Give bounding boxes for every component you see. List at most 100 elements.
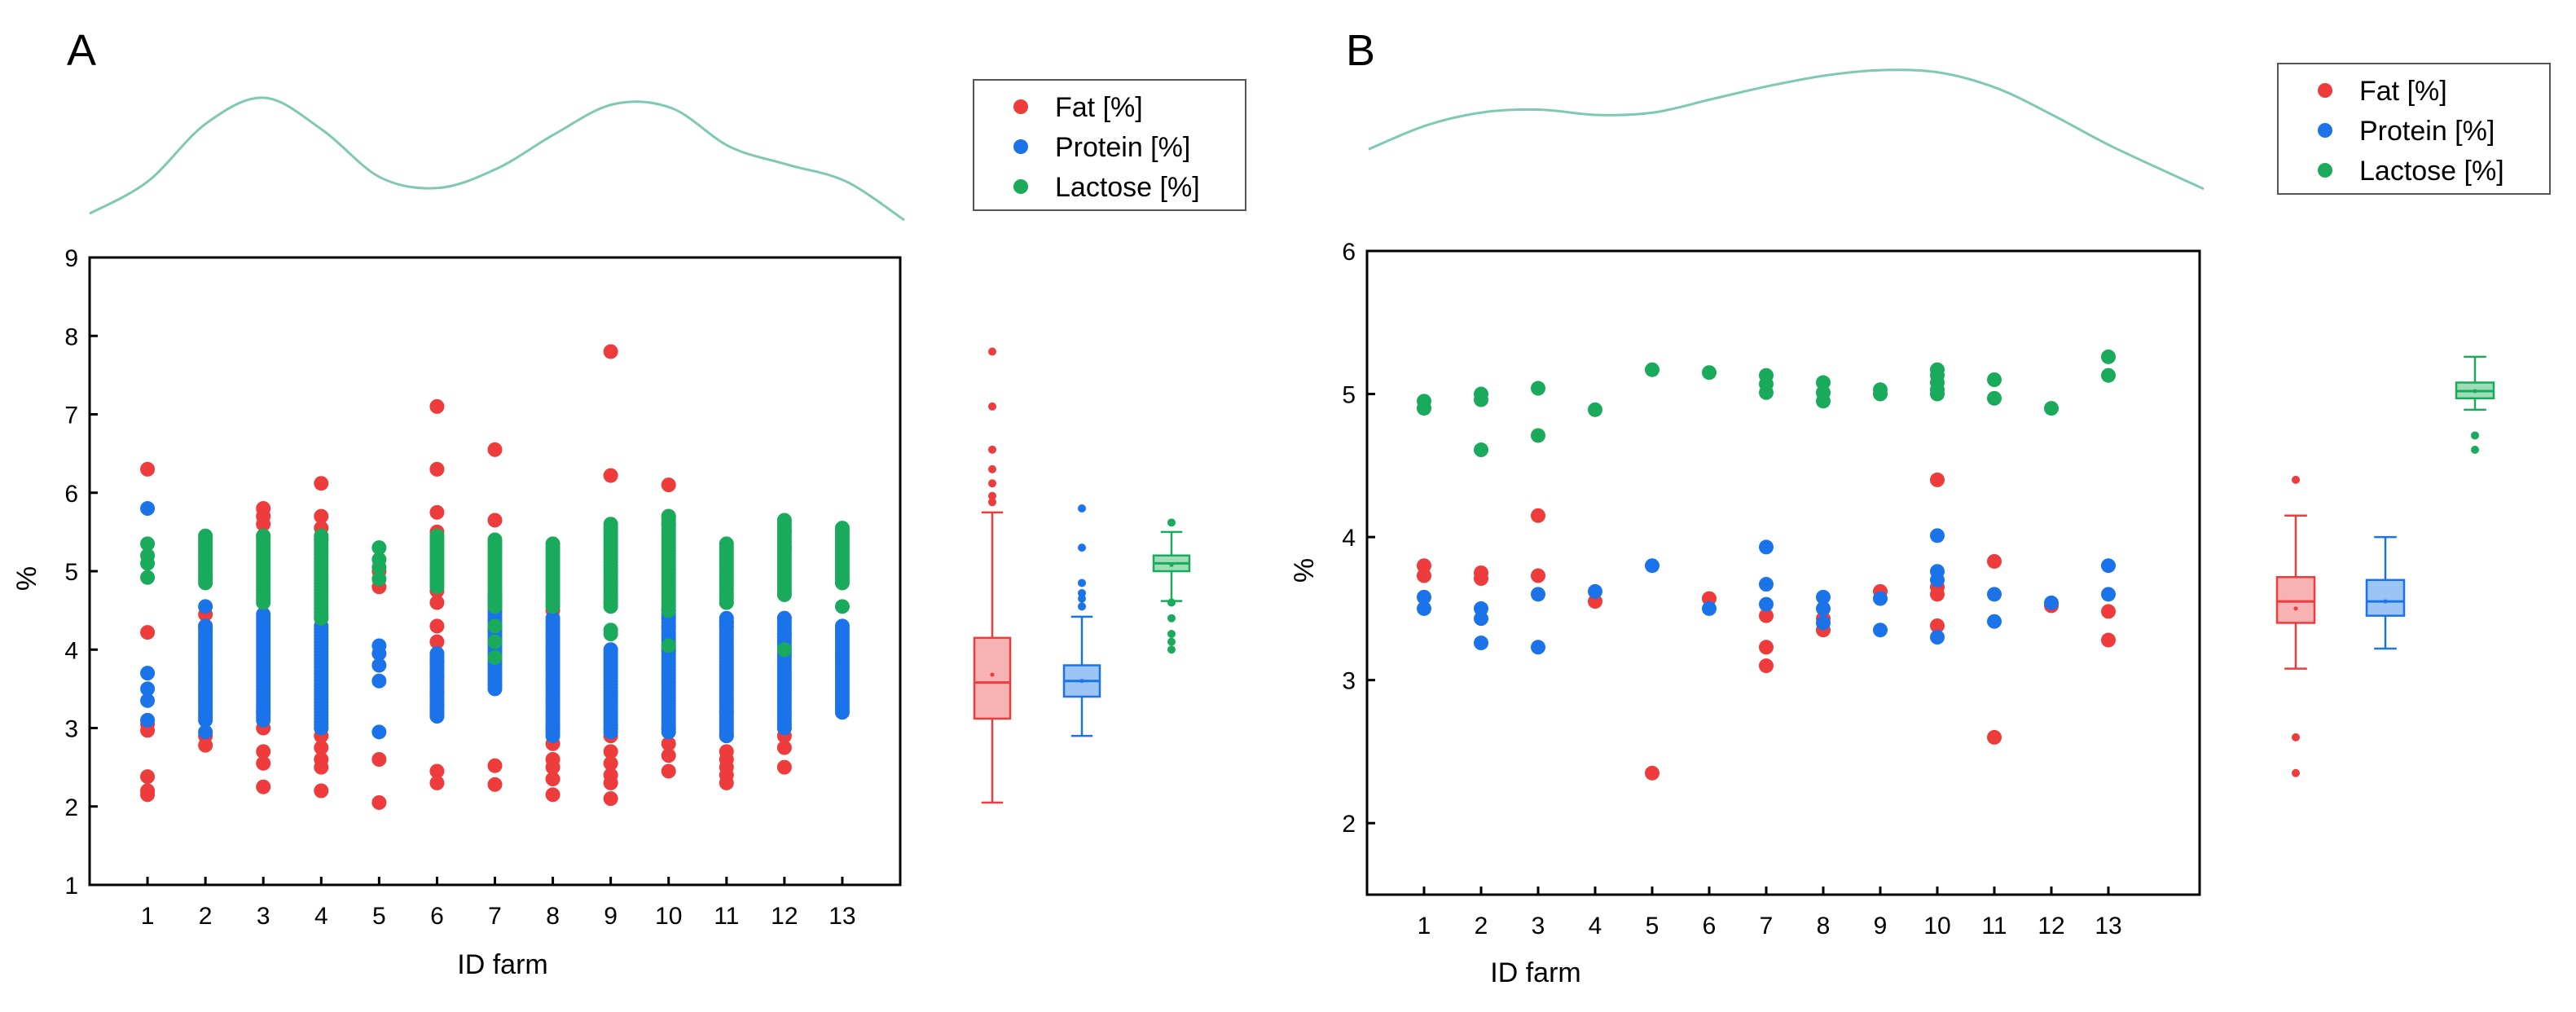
data-point-fat <box>314 476 329 491</box>
data-point-protein <box>1873 623 1888 638</box>
data-point-fat <box>776 740 792 755</box>
boxplot-lactose-mean <box>1169 562 1174 567</box>
data-point-fat <box>603 775 618 790</box>
data-point-protein <box>371 646 387 662</box>
data-point-fat <box>603 344 618 359</box>
data-point-protein <box>1987 614 2002 629</box>
x-tick-label: 8 <box>546 903 560 930</box>
data-point-fat <box>1930 587 1945 602</box>
data-point-lactose <box>487 618 503 634</box>
boxplot-protein-outlier <box>1078 588 1086 597</box>
x-tick-label: 11 <box>1981 913 2007 939</box>
data-point-protein <box>1987 587 2002 602</box>
data-point-fat <box>314 783 329 799</box>
y-tick-label: 6 <box>64 481 78 508</box>
data-point-fat <box>429 618 445 634</box>
data-point-protein <box>2101 587 2116 602</box>
data-point-lactose <box>140 570 156 585</box>
data-point-lactose <box>429 528 445 543</box>
y-axis-a: 1 2 3 4 5 6 7 8 9 <box>64 245 98 900</box>
x-tick-label: 13 <box>2095 913 2121 939</box>
legend-label-fat-b: Fat [%] <box>2359 76 2447 107</box>
boxplot-lactose-outlier <box>1167 598 1176 607</box>
x-tick-label: 7 <box>488 903 502 930</box>
legend-a: Fat [%] Protein [%] Lactose [%] <box>973 79 1246 211</box>
x-tick-label: 6 <box>1703 913 1717 939</box>
x-tick-label: 7 <box>1760 913 1774 939</box>
boxplot-fat-mean <box>990 672 995 677</box>
data-point-lactose <box>371 540 387 556</box>
data-point-fat <box>1987 553 2002 569</box>
data-point-lactose <box>1531 428 1545 443</box>
data-point-lactose <box>719 595 734 610</box>
y-tick-label: 7 <box>64 403 78 429</box>
data-point-fat <box>487 442 503 457</box>
boxplot-protein-outlier <box>1078 602 1086 611</box>
x-tick-label: 9 <box>604 903 618 930</box>
data-point-protein <box>603 642 618 658</box>
data-point-protein <box>1474 636 1488 651</box>
data-point-lactose <box>545 536 560 552</box>
data-point-lactose <box>256 528 271 543</box>
data-point-fat <box>314 508 329 524</box>
data-point-fat <box>256 755 271 771</box>
data-point-lactose <box>834 521 850 536</box>
data-point-protein <box>429 697 445 712</box>
legend-swatch-protein <box>1013 139 1028 154</box>
legend-swatch-lactose <box>1013 179 1028 194</box>
x-tick-label: 9 <box>1874 913 1888 939</box>
data-point-lactose <box>198 528 213 543</box>
data-point-lactose <box>1987 390 2002 406</box>
data-point-fat <box>140 625 156 640</box>
data-point-lactose <box>371 571 387 587</box>
boxplot-fat-outlier <box>988 479 996 488</box>
data-point-lactose <box>140 556 156 571</box>
scatter-b <box>1417 349 2116 781</box>
data-point-protein <box>1588 583 1602 599</box>
legend-label-fat: Fat [%] <box>1055 92 1143 123</box>
plot-frame-b <box>1365 249 2201 896</box>
data-point-fat <box>1759 640 1774 655</box>
x-tick-label: 4 <box>314 903 328 930</box>
data-point-fat <box>140 723 156 738</box>
data-point-lactose <box>487 634 503 649</box>
boxplot-fat-outlier <box>988 347 996 356</box>
boxplot-protein-box <box>2365 579 2406 617</box>
data-point-lactose <box>719 536 734 552</box>
data-point-lactose <box>371 560 387 575</box>
data-point-protein <box>198 618 213 634</box>
data-point-fat <box>429 504 445 520</box>
data-point-fat <box>2101 604 2116 619</box>
data-point-protein <box>834 618 850 634</box>
data-point-protein <box>776 610 792 626</box>
data-point-protein <box>1759 539 1774 555</box>
data-point-fat <box>1987 729 2002 745</box>
boxplot-lactose-outlier <box>1167 518 1176 527</box>
boxplot-lactose-outlier <box>1167 637 1176 646</box>
y-tick-label: 6 <box>1342 239 1356 266</box>
data-point-fat <box>545 772 560 787</box>
y-tick-label: 2 <box>1342 811 1356 838</box>
y-tick-label: 4 <box>1342 525 1356 552</box>
data-point-fat <box>1531 568 1545 583</box>
data-point-protein <box>1930 528 1945 543</box>
data-point-fat <box>661 736 676 751</box>
legend-swatch-protein-b <box>2318 123 2332 138</box>
data-point-fat <box>487 777 503 792</box>
x-axis-b: 1 2 3 4 5 6 7 8 9 10 11 12 13 <box>1418 887 2122 939</box>
boxplot-fat-mean <box>2293 606 2298 611</box>
data-point-lactose <box>661 508 676 524</box>
data-point-fat <box>603 755 618 771</box>
boxplot-fat-outlier <box>2292 475 2300 484</box>
boxplot-lactose-mean <box>2473 389 2477 394</box>
data-point-fat <box>429 775 445 790</box>
data-point-fat <box>140 787 156 803</box>
data-point-fat <box>198 737 213 753</box>
data-point-fat <box>1759 608 1774 623</box>
data-point-protein <box>198 599 213 614</box>
y-axis-label-a: % <box>11 566 42 591</box>
data-point-protein <box>1873 591 1888 606</box>
data-point-fat <box>314 759 329 775</box>
data-point-lactose <box>661 638 676 653</box>
